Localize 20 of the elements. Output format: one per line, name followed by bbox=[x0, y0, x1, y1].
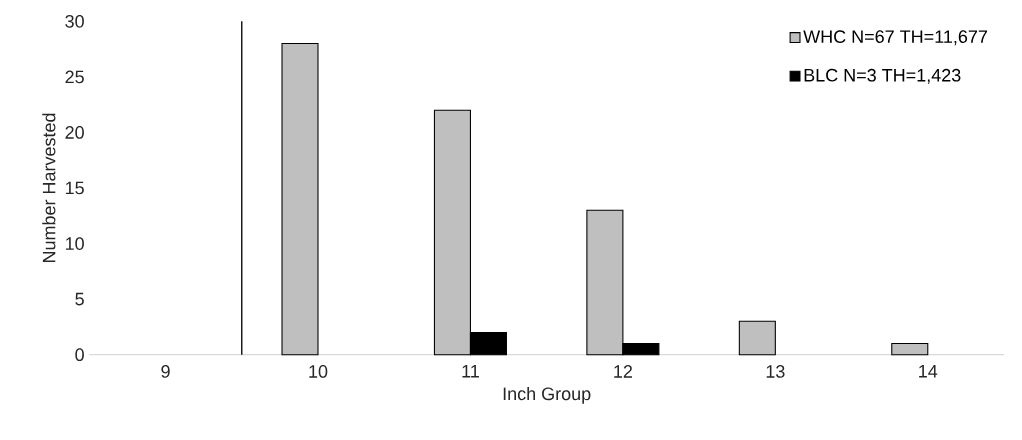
x-axis-title: Inch Group bbox=[503, 386, 591, 404]
x-tick-label: 13 bbox=[766, 365, 785, 378]
y-tick-label: 25 bbox=[65, 70, 84, 84]
bar bbox=[738, 320, 776, 356]
y-tick-label: 5 bbox=[75, 292, 84, 306]
legend-label: WHC N=67 TH=11,677 bbox=[803, 30, 988, 46]
bar bbox=[891, 343, 929, 356]
x-tick-label: 9 bbox=[161, 365, 170, 378]
bar bbox=[281, 43, 319, 356]
y-tick-label: 0 bbox=[75, 348, 84, 362]
legend-label: BLC N=3 TH=1,423 bbox=[804, 68, 961, 84]
y-tick-label: 20 bbox=[65, 126, 84, 139]
x-tick-label: 14 bbox=[919, 365, 938, 378]
x-tick-label: 12 bbox=[614, 365, 632, 378]
x-tick-label: 10 bbox=[309, 365, 328, 378]
y-tick-label: 15 bbox=[65, 181, 84, 195]
y-tick-label: 30 bbox=[65, 14, 84, 28]
x-tick-label: 11 bbox=[462, 365, 479, 378]
y-axis-title: Number Harvested bbox=[42, 113, 56, 263]
y-tick-label: 10 bbox=[65, 237, 84, 250]
